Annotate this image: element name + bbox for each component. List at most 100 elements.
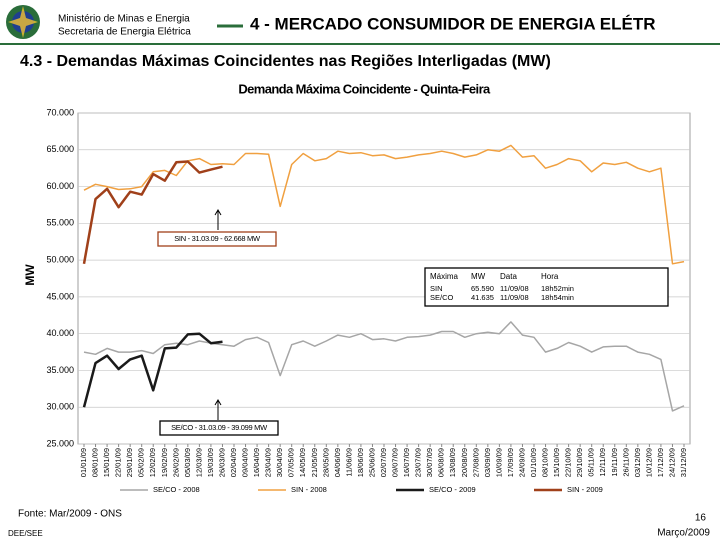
series-line — [82, 160, 223, 265]
x-tick-label: 27/08/09 — [471, 448, 480, 477]
page-number: 16 — [695, 513, 707, 524]
x-tick-label: 02/04/09 — [229, 448, 238, 477]
annotation-arrowhead — [214, 209, 222, 216]
info-cell: 11/09/08 — [500, 284, 529, 293]
plot: 25.000 30.000 35.000 40.000 45.000 50.000 55.0… — [46, 107, 691, 494]
x-tick-label: 19/03/09 — [206, 448, 215, 477]
x-tick-label: 16/04/09 — [252, 448, 261, 477]
x-tick-label: 19/02/09 — [160, 448, 169, 477]
x-tick-label: 17/09/09 — [506, 448, 515, 477]
x-tick-label: 05/02/09 — [137, 448, 146, 477]
x-tick-label: 25/06/09 — [367, 448, 376, 477]
legend-label: SE/CO - 2009 — [429, 485, 476, 494]
y-tick-label: 65.000 — [46, 144, 74, 154]
y-tick-label: 70.000 — [46, 107, 74, 117]
y-tick-label: 40.000 — [46, 328, 74, 338]
x-tick-label: 10/12/09 — [644, 448, 653, 477]
x-tick-label: 03/12/09 — [633, 448, 642, 477]
info-header: Data — [500, 272, 517, 281]
x-tick-label: 28/05/09 — [321, 448, 330, 477]
series-line — [83, 144, 685, 265]
x-tick-label: 02/07/09 — [379, 448, 388, 477]
x-tick-label: 19/11/09 — [610, 448, 619, 477]
x-tick-label: 24/12/09 — [667, 448, 676, 477]
x-tick-label: 12/02/09 — [148, 448, 157, 477]
x-tick-label: 29/10/09 — [575, 448, 584, 477]
x-tick-label: 31/12/09 — [679, 448, 688, 477]
y-tick-label: 50.000 — [46, 254, 74, 264]
ministry: Ministério de Minas e Energia — [58, 14, 190, 25]
x-tick-label: 04/06/09 — [333, 448, 342, 477]
info-cell: SE/CO — [430, 293, 454, 302]
y-tick-label: 30.000 — [46, 402, 74, 412]
dept: DEE/SEE — [8, 529, 43, 538]
annotation-text: SE/CO - 31.03.09 - 39.099 MW — [171, 423, 268, 432]
x-tick-label: 08/01/09 — [91, 448, 100, 477]
section-title: 4 - MERCADO CONSUMIDOR DE ENERGIA ELÉTR — [250, 14, 656, 33]
annotation-box — [159, 420, 279, 436]
x-tick-label: 09/07/09 — [391, 448, 400, 477]
legend-label: SIN - 2009 — [567, 485, 603, 494]
y-tick-label: 25.000 — [46, 438, 74, 448]
legend-label: SIN - 2008 — [291, 485, 327, 494]
x-tick-label: 18/06/09 — [356, 448, 365, 477]
x-tick-label: 03/09/09 — [483, 448, 492, 477]
info-cell: 18h52min — [541, 284, 574, 293]
x-tick-label: 10/09/09 — [494, 448, 503, 477]
series-line — [82, 332, 223, 408]
x-tick-label: 09/04/09 — [241, 448, 250, 477]
x-tick-label: 05/11/09 — [587, 448, 596, 477]
x-tick-label: 05/03/09 — [183, 448, 192, 477]
x-tick-label: 14/05/09 — [298, 448, 307, 477]
x-tick-label: 15/10/09 — [552, 448, 561, 477]
y-tick-label: 35.000 — [46, 365, 74, 375]
chart-title: Demanda Máxima Coincidente - Quinta-Feir… — [238, 81, 491, 96]
footer-date: Março/2009 — [657, 528, 710, 539]
x-tick-label: 15/01/09 — [102, 448, 111, 477]
logo — [6, 5, 40, 39]
y-tick-label: 60.000 — [46, 181, 74, 191]
x-tick-label: 01/10/09 — [529, 448, 538, 477]
info-cell: 65.590 — [471, 284, 494, 293]
info-cell: 11/09/08 — [500, 293, 529, 302]
x-tick-label: 17/12/09 — [656, 448, 665, 477]
x-tick-label: 23/07/09 — [414, 448, 423, 477]
annotation-box — [157, 231, 277, 247]
legend-label: SE/CO - 2008 — [153, 485, 200, 494]
source: Fonte: Mar/2009 - ONS — [18, 509, 122, 520]
x-tick-label: 30/04/09 — [275, 448, 284, 477]
x-tick-label: 22/10/09 — [564, 448, 573, 477]
x-tick-label: 07/05/09 — [287, 448, 296, 477]
x-tick-label: 24/09/09 — [517, 448, 526, 477]
series-line — [83, 321, 685, 412]
x-tick-label: 11/06/09 — [344, 448, 353, 477]
x-tick-label: 23/04/09 — [264, 448, 273, 477]
x-tick-label: 26/11/09 — [621, 448, 630, 477]
x-tick-label: 22/01/09 — [114, 448, 123, 477]
secretariat: Secretaria de Energia Elétrica — [58, 27, 191, 38]
x-tick-label: 26/03/09 — [217, 448, 226, 477]
info-cell: SIN — [430, 284, 443, 293]
info-header: Máxima — [430, 272, 459, 281]
y-tick-label: 55.000 — [46, 218, 74, 228]
x-tick-label: 12/03/09 — [194, 448, 203, 477]
info-cell: 18h54min — [541, 293, 574, 302]
info-header: MW — [471, 272, 486, 281]
info-cell: 41.635 — [471, 293, 494, 302]
x-tick-label: 12/11/09 — [598, 448, 607, 477]
x-tick-label: 29/01/09 — [125, 448, 134, 477]
x-tick-label: 01/01/09 — [79, 448, 88, 477]
annotation-arrowhead — [214, 399, 222, 406]
x-tick-label: 20/08/09 — [460, 448, 469, 477]
info-table — [424, 267, 669, 307]
x-tick-label: 21/05/09 — [310, 448, 319, 477]
subtitle: 4.3 - Demandas Máximas Coincidentes nas … — [20, 53, 551, 70]
x-tick-label: 16/07/09 — [402, 448, 411, 477]
x-tick-label: 08/10/09 — [541, 448, 550, 477]
x-tick-label: 13/08/09 — [448, 448, 457, 477]
annotation-text: SIN - 31.03.09 - 62.668 MW — [174, 234, 261, 243]
info-header: Hora — [541, 272, 559, 281]
x-tick-label: 26/02/09 — [171, 448, 180, 477]
y-tick-label: 45.000 — [46, 291, 74, 301]
